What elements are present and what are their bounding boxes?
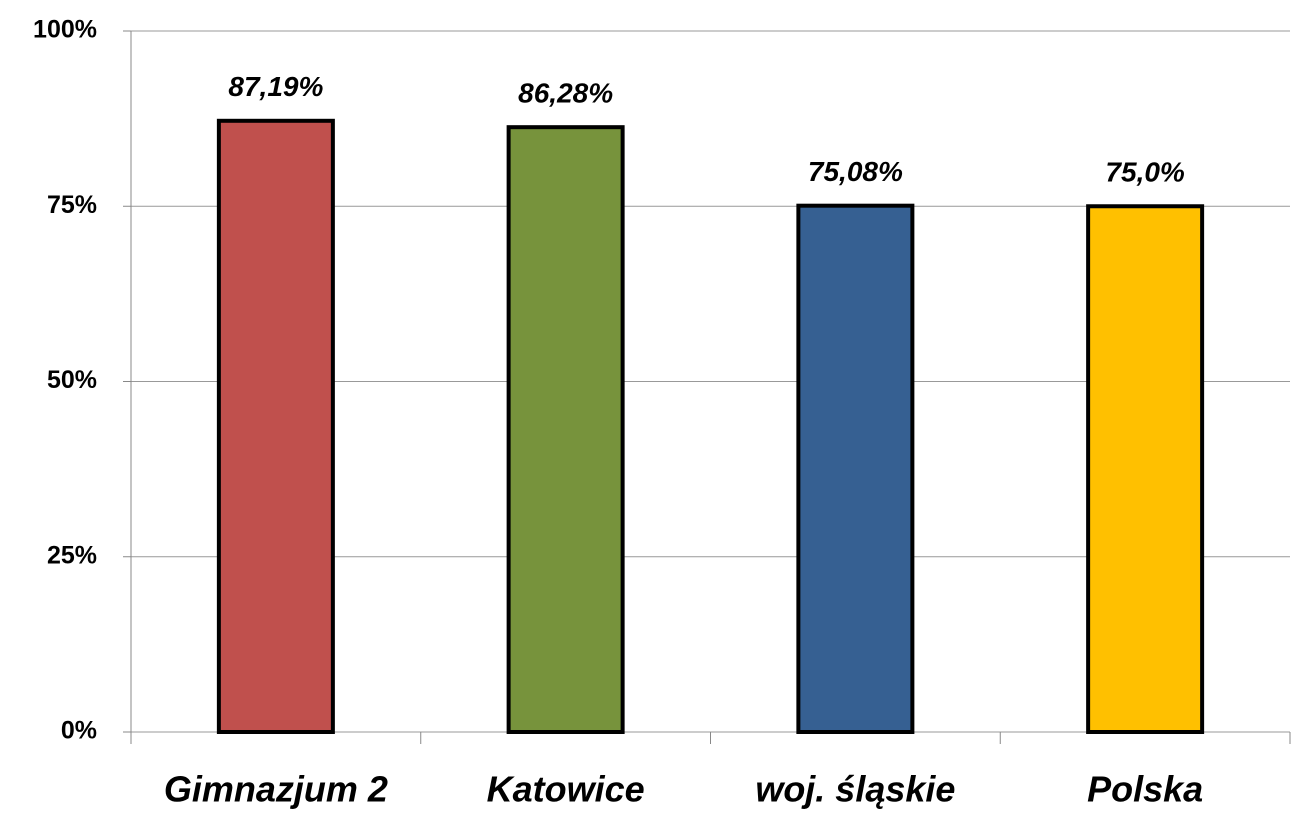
bar (506, 125, 625, 735)
x-tick-label: Katowice (487, 769, 645, 810)
x-tick-label: Polska (1087, 769, 1203, 810)
value-label: 86,28% (518, 78, 613, 109)
value-label: 75,0% (1105, 157, 1184, 188)
y-tick-label: 0% (61, 717, 97, 745)
x-tick-label: Gimnazjum 2 (164, 769, 388, 810)
x-tick-label: woj. śląskie (755, 769, 955, 810)
value-label: 87,19% (228, 71, 323, 102)
y-tick-label: 25% (47, 541, 97, 569)
y-tick-label: 50% (47, 366, 97, 394)
bar (796, 203, 915, 734)
bar (1086, 204, 1205, 734)
value-label: 75,08% (808, 156, 903, 187)
y-tick-label: 100% (33, 16, 97, 44)
bar (216, 118, 335, 735)
y-tick-label: 75% (47, 191, 97, 219)
